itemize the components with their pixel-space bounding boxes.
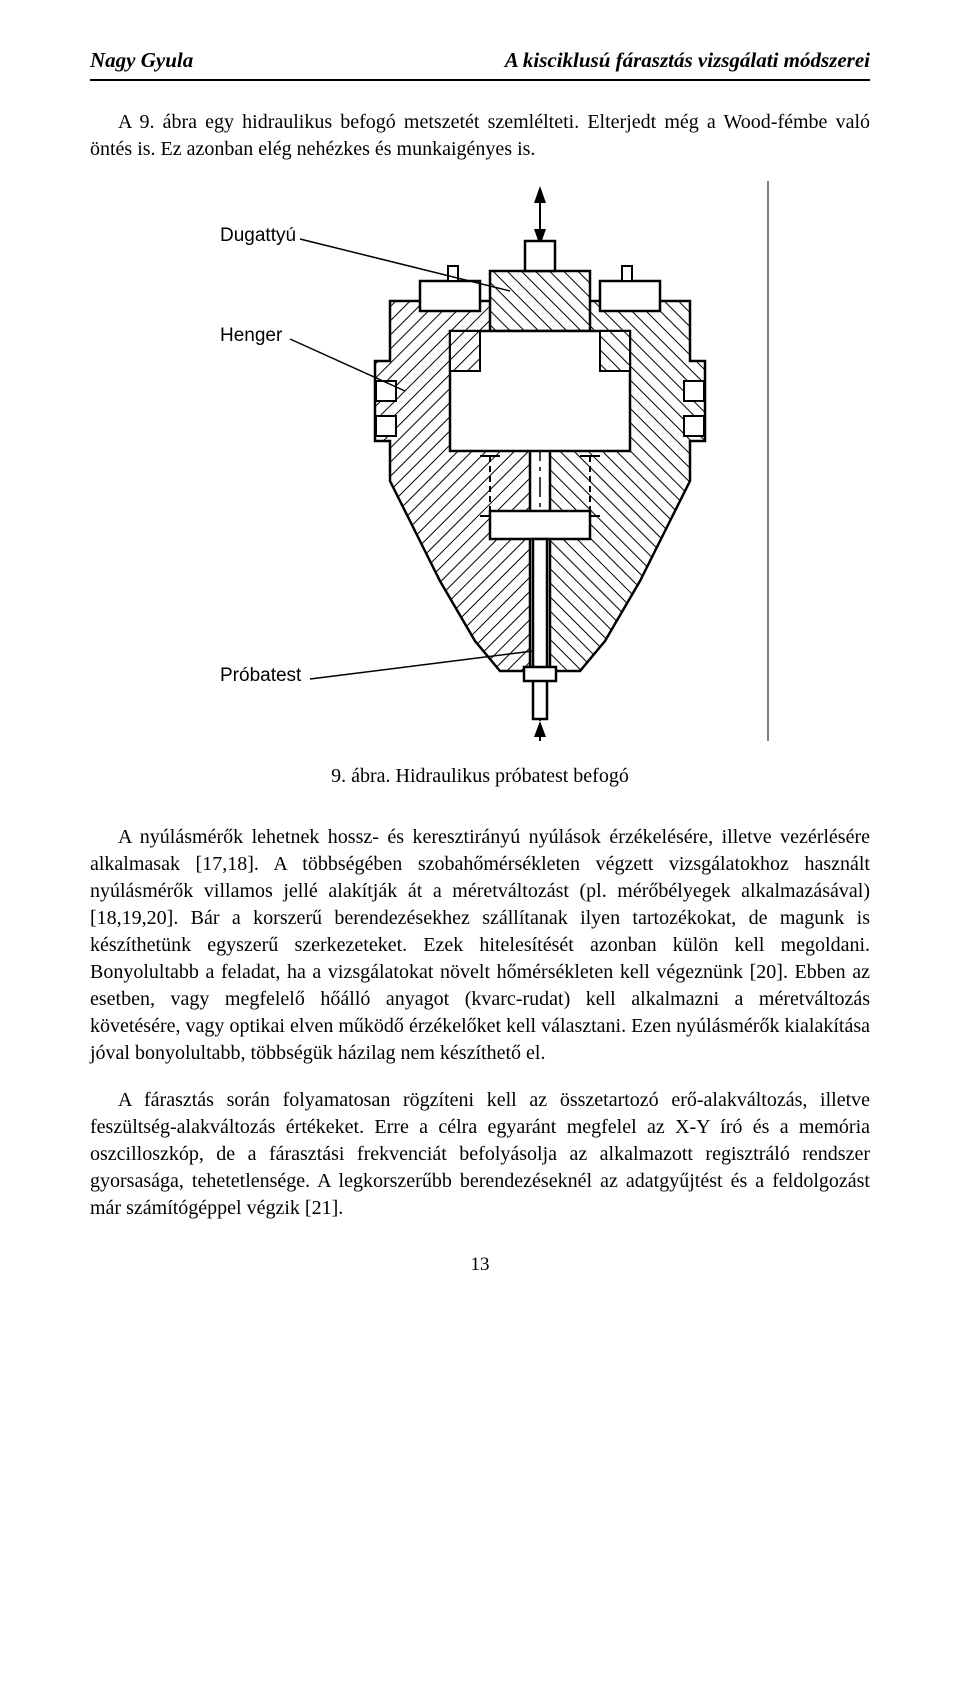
label-probatest: Próbatest [220,665,302,686]
page-header: Nagy Gyula A kisciklusú fárasztás vizsgá… [90,48,870,81]
body-paragraph-1: A nyúlásmérők lehetnek hossz- és kereszt… [90,824,870,1067]
page-number: 13 [0,1254,960,1276]
header-author: Nagy Gyula [90,48,193,73]
intro-paragraph: A 9. ábra egy hidraulikus befogó metszet… [90,109,870,163]
label-dugattyu: Dugattyú [220,225,296,246]
label-henger: Henger [220,325,283,346]
figure-9: Dugattyú Henger Próbatest [90,181,870,741]
header-title: A kisciklusú fárasztás vizsgálati módsze… [505,48,870,73]
figure-caption: 9. ábra. Hidraulikus próbatest befogó [90,765,870,788]
body-paragraph-2: A fárasztás során folyamatosan rögzíteni… [90,1087,870,1222]
